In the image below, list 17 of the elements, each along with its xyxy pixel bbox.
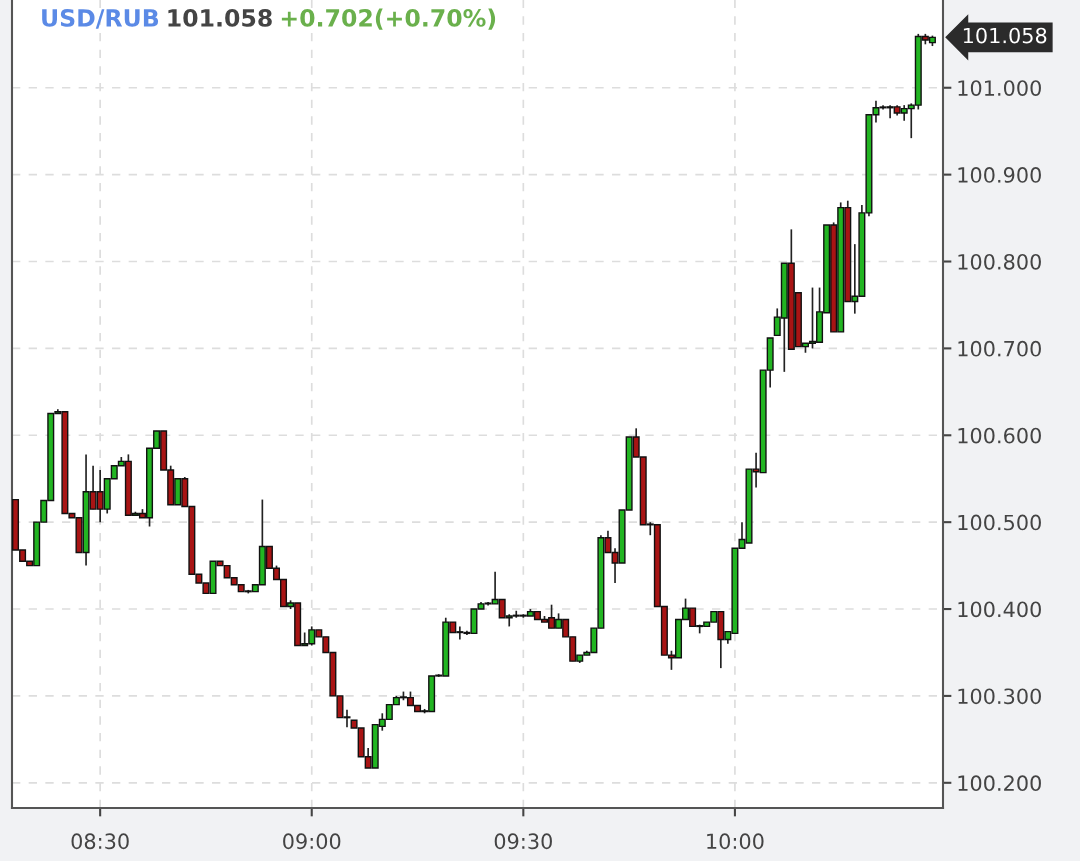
y-tick-label: 100.700 (958, 340, 1041, 357)
x-tick-label: 09:30 (494, 833, 552, 850)
y-tick-label: 101.000 (958, 80, 1041, 96)
x-tick-label: 09:00 (283, 833, 341, 850)
text: 101.058 (963, 27, 1047, 44)
y-tick-label: 100.600 (958, 427, 1041, 444)
x-tick-label: 08:30 (71, 833, 129, 850)
y-tick-label: 100.800 (958, 253, 1041, 270)
y-tick-label: 100.200 (958, 775, 1041, 792)
chart-subtitle: 101.058 (168, 8, 272, 27)
y-tick-label: 100.500 (958, 514, 1041, 531)
y-tick-label: 100.900 (958, 167, 1041, 183)
x-tick-label: 10:00 (707, 833, 764, 850)
y-tick-label: 100.400 (958, 601, 1041, 618)
chart-title: USD/RUB (42, 8, 159, 29)
y-tick-label: 100.300 (958, 688, 1041, 705)
annotation: +0.702(+0.70%) (281, 8, 496, 30)
